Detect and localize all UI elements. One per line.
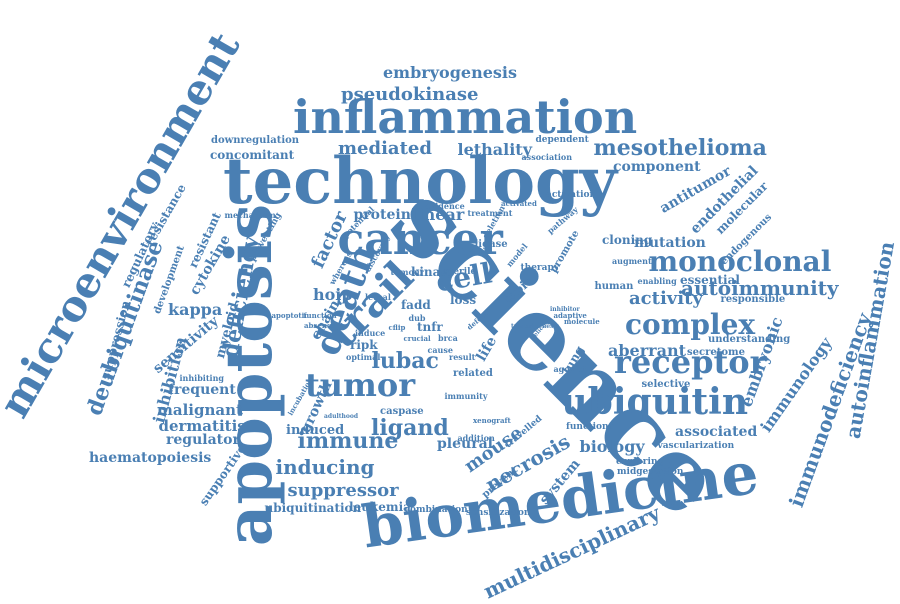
word-optimal: optimal: [346, 353, 380, 361]
word-absence: absence: [304, 322, 336, 329]
word-suppressor: suppressor: [288, 482, 399, 500]
word-mediated: mediated: [338, 140, 432, 158]
word-molecule: molecule: [564, 318, 600, 325]
word-selective: selective: [642, 380, 691, 390]
word-mechanism: mechanism: [225, 211, 276, 219]
word-induce: induce: [355, 329, 385, 337]
word-function: function: [304, 312, 337, 319]
word-sensitization: sensitization: [466, 509, 530, 518]
word-ripk: ripk: [350, 339, 378, 351]
word-dependent: dependent: [536, 136, 589, 145]
word-concomitant: concomitant: [210, 149, 294, 161]
word-haematopoiesis: haematopoiesis: [89, 451, 211, 465]
word-evidence: evidence: [426, 202, 465, 210]
word-agonist: agonist: [554, 365, 587, 373]
word-lethal: lethal: [365, 293, 391, 301]
word-enabling: enabling: [638, 277, 677, 285]
word-embryogenesis: embryogenesis: [383, 65, 517, 81]
word-therapy: therapy: [521, 264, 560, 273]
word-cloning: cloning: [602, 234, 652, 246]
word-cause: cause: [428, 346, 453, 354]
word-fadd: fadd: [401, 299, 431, 311]
word-result: result: [449, 353, 475, 361]
word-combination: combination: [405, 506, 468, 515]
word-addition: addition: [458, 434, 495, 442]
word-loss: loss: [450, 294, 476, 306]
word-brca: brca: [438, 334, 458, 342]
word-secretome: secretome: [687, 348, 745, 358]
word-pseudokinase: pseudokinase: [341, 86, 479, 104]
word-augment: augment: [612, 257, 652, 265]
word-component: component: [613, 160, 701, 174]
word-cflip: cflip: [389, 324, 406, 331]
word-exploring: exploring: [616, 458, 664, 467]
word-activation: activation: [546, 191, 596, 200]
word-xenograft: xenograft: [473, 417, 511, 424]
word-immunity: immunity: [445, 392, 488, 400]
word-vascularization: vascularization: [658, 442, 735, 451]
word-downregulation: downregulation: [211, 136, 299, 146]
word-functional: functional: [566, 423, 618, 432]
word-induced: induced: [286, 424, 344, 437]
word-associated: associated: [675, 425, 757, 439]
word-biomedicine: biomedicine: [358, 444, 761, 557]
word-related: related: [453, 369, 493, 379]
word-ubiquitination: ubiquitination: [265, 502, 362, 514]
word-ligase: ligase: [475, 240, 508, 250]
word-aberrant: aberrant: [608, 343, 686, 359]
word-inducing: inducing: [276, 457, 375, 477]
word-biology: biology: [580, 439, 645, 455]
word-sterile: sterile: [444, 268, 476, 277]
word-inhibitor: inhibitor: [550, 307, 580, 313]
word-tumorigenesis: tumorigenesis: [511, 324, 559, 330]
word-adulthood: adulthood: [324, 414, 358, 420]
word-regulator: regulator: [166, 433, 240, 447]
word-leukemia: leukemia: [349, 501, 411, 513]
word-inhibiting: inhibiting: [180, 374, 225, 382]
word-sensitivity: sensitivity: [151, 314, 221, 376]
word-midgestation: midgestation: [617, 468, 683, 477]
word-activated: activated: [501, 200, 537, 207]
word-association: association: [522, 153, 573, 161]
word-dub: dub: [409, 314, 426, 322]
word-tumour: tumour: [391, 268, 424, 276]
word-responsible: responsible: [721, 295, 786, 305]
word-crucial: crucial: [404, 335, 431, 342]
word-human: human: [595, 282, 634, 292]
word-essential: essential: [680, 274, 740, 286]
word-activity: activity: [629, 290, 703, 308]
word-treatment: treatment: [468, 209, 513, 217]
word-caspase: caspase: [380, 407, 424, 417]
word-mesothelioma: mesothelioma: [594, 137, 767, 159]
